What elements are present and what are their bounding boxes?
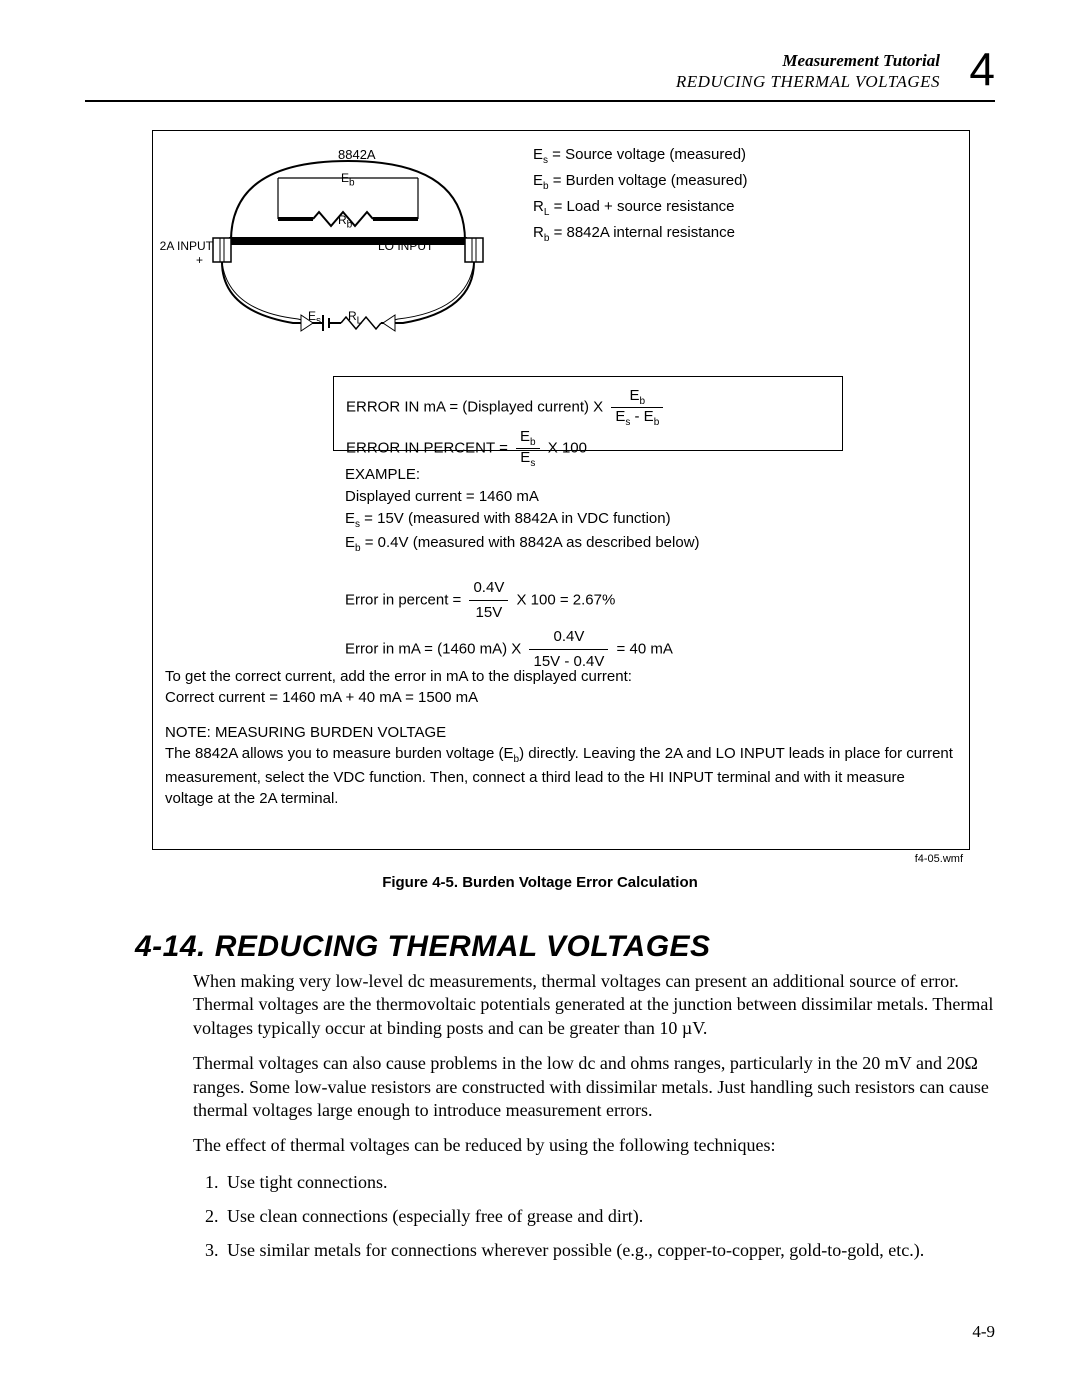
section-heading: 4-14. REDUCING THERMAL VOLTAGES bbox=[135, 930, 995, 964]
diagram-2a-label: 2A INPUT bbox=[153, 239, 213, 253]
section-list: Use tight connections. Use clean connect… bbox=[223, 1170, 995, 1263]
legend: Es = Source voltage (measured) Eb = Burd… bbox=[533, 143, 747, 247]
example-line-3: Eb = 0.4V (measured with 8842A as descri… bbox=[345, 532, 865, 557]
section-p1: When making very low-level dc measuremen… bbox=[193, 970, 995, 1040]
note-body: The 8842A allows you to measure burden v… bbox=[165, 743, 957, 809]
example-title: EXAMPLE: bbox=[345, 464, 865, 486]
section-body: When making very low-level dc measuremen… bbox=[193, 970, 995, 1263]
calc-block: Error in percent = 0.4V 15V X 100 = 2.67… bbox=[345, 576, 865, 674]
figure-box: Es = Source voltage (measured) Eb = Burd… bbox=[152, 130, 970, 850]
list-item: Use clean connections (especially free o… bbox=[223, 1204, 995, 1228]
header-rule bbox=[85, 100, 995, 102]
diagram-rb-label: Rb bbox=[338, 213, 352, 230]
list-item: Use tight connections. bbox=[223, 1170, 995, 1194]
figure-bottom-text: To get the correct current, add the erro… bbox=[165, 666, 957, 809]
legend-row-1: Es = Source voltage (measured) bbox=[533, 143, 747, 169]
page: Measurement Tutorial REDUCING THERMAL VO… bbox=[0, 0, 1080, 1397]
bottom-line-2: Correct current = 1460 mA + 40 mA = 1500… bbox=[165, 687, 957, 708]
legend-row-3: RL = Load + source resistance bbox=[533, 195, 747, 221]
example-line-2: Es = 15V (measured with 8842A in VDC fun… bbox=[345, 508, 865, 533]
legend-row-2: Eb = Burden voltage (measured) bbox=[533, 169, 747, 195]
header-title-2: REDUCING THERMAL VOLTAGES bbox=[676, 71, 940, 92]
wmf-filename: f4-05.wmf bbox=[915, 853, 963, 865]
note-title: NOTE: MEASURING BURDEN VOLTAGE bbox=[165, 722, 957, 743]
calc-row-1: Error in percent = 0.4V 15V X 100 = 2.67… bbox=[345, 576, 865, 625]
section-p2: Thermal voltages can also cause problems… bbox=[193, 1052, 995, 1122]
example-line-1: Displayed current = 1460 mA bbox=[345, 486, 865, 508]
diagram-lo-label: LO INPUT bbox=[378, 239, 433, 253]
list-item: Use similar metals for connections where… bbox=[223, 1238, 995, 1262]
diagram-eb-label: Eb bbox=[341, 171, 355, 188]
diagram-meter-label: 8842A bbox=[338, 147, 376, 162]
legend-row-4: Rb = 8842A internal resistance bbox=[533, 221, 747, 247]
header-titles: Measurement Tutorial REDUCING THERMAL VO… bbox=[676, 50, 940, 93]
page-header: Measurement Tutorial REDUCING THERMAL VO… bbox=[85, 50, 995, 100]
example-block: EXAMPLE: Displayed current = 1460 mA Es … bbox=[345, 464, 865, 557]
diagram-es-label: Es bbox=[308, 309, 321, 326]
page-number: 4-9 bbox=[972, 1322, 995, 1342]
section-4-14: 4-14. REDUCING THERMAL VOLTAGES When mak… bbox=[135, 930, 995, 1273]
section-p3: The effect of thermal voltages can be re… bbox=[193, 1134, 995, 1157]
bottom-line-1: To get the correct current, add the erro… bbox=[165, 666, 957, 687]
chapter-number: 4 bbox=[969, 42, 995, 96]
figure-caption: Figure 4-5. Burden Voltage Error Calcula… bbox=[0, 874, 1080, 891]
formula-row-1: ERROR IN mA = (Displayed current) X Eb E… bbox=[346, 387, 830, 428]
diagram-plus-label: + bbox=[196, 253, 203, 267]
formula-row-2: ERROR IN PERCENT = Eb Es X 100 bbox=[346, 428, 830, 469]
diagram-rl-label: RL bbox=[348, 309, 362, 326]
formula-fraction-2: Eb Es bbox=[516, 428, 540, 469]
formula-fraction-1: Eb Es - Eb bbox=[611, 387, 663, 428]
header-title-1: Measurement Tutorial bbox=[676, 50, 940, 71]
formula-box: ERROR IN mA = (Displayed current) X Eb E… bbox=[333, 376, 843, 451]
